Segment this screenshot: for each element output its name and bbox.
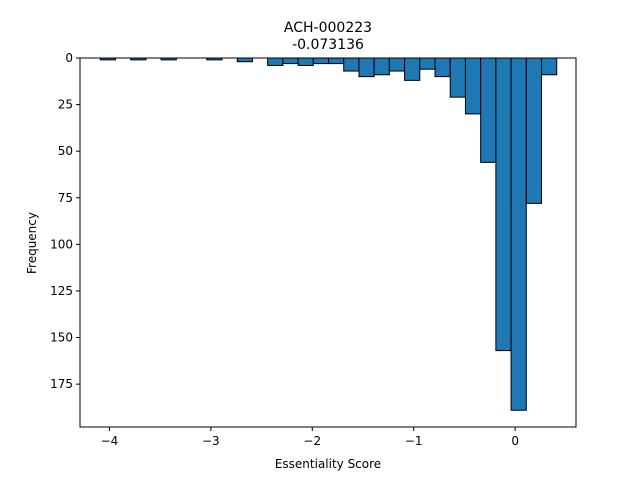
chart-subtitle: -0.073136 — [292, 37, 364, 53]
histogram-bar-4 — [236, 57, 253, 63]
y-tick-label: 50 — [58, 144, 73, 158]
y-tick-label: 25 — [58, 98, 73, 112]
histogram-bar-16 — [434, 57, 451, 78]
x-tick-label: −2 — [303, 434, 321, 448]
plot-frame — [79, 57, 577, 428]
x-tick-label: −3 — [202, 434, 220, 448]
x-tick-label: −4 — [101, 434, 119, 448]
chart-title: ACH-000223 — [284, 20, 372, 36]
x-tick-label: −1 — [405, 434, 423, 448]
histogram-bar-7 — [297, 57, 314, 66]
histogram-bar-18 — [464, 57, 482, 115]
y-ticks-group: 0 25 50 75 100 125 150 175 — [50, 51, 80, 391]
y-tick-label: 175 — [50, 377, 73, 391]
histogram-bar-9 — [328, 57, 345, 65]
y-tick-label: 125 — [50, 284, 73, 298]
histogram-bar-23 — [541, 57, 558, 76]
histogram-bar-11 — [358, 57, 375, 78]
histogram-bar-14 — [404, 57, 421, 81]
bars-group — [99, 57, 558, 411]
histogram-bar-19 — [480, 57, 497, 163]
histogram-bar-8 — [312, 57, 330, 65]
y-axis-label: Frequency — [25, 212, 39, 274]
histogram-bar-5 — [267, 57, 284, 66]
y-tick-label: 75 — [58, 191, 73, 205]
histogram-bar-21 — [510, 57, 527, 411]
histogram-bar-17 — [449, 57, 466, 98]
x-ticks-group: −4 −3 −2 −1 0 — [101, 427, 519, 448]
histogram-bar-13 — [388, 57, 406, 72]
x-tick-label: 0 — [511, 434, 519, 448]
histogram-bar-6 — [282, 57, 299, 65]
histogram-bar-12 — [373, 57, 390, 76]
histogram-bar-20 — [495, 57, 512, 352]
x-axis-label: Essentiality Score — [275, 457, 381, 471]
y-tick-label: 150 — [50, 331, 73, 345]
y-tick-label: 0 — [65, 51, 73, 65]
histogram-bar-22 — [525, 57, 543, 204]
y-tick-label: 100 — [50, 237, 73, 251]
histogram-bar-10 — [343, 57, 360, 72]
histogram-bar-15 — [419, 57, 436, 70]
